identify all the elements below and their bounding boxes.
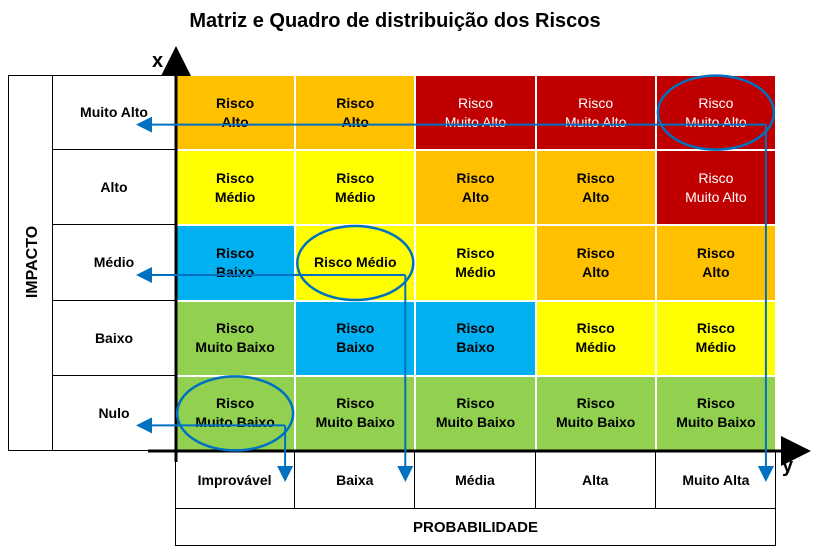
risk-cell-line2: Médio [455,263,496,280]
risk-cell-line2: Muito Baixo [435,414,516,431]
risk-cell-line2: Alto [461,188,490,205]
risk-cell: Risco Médio [295,150,416,226]
risk-cell: Risco Muito Baixo [175,300,296,376]
risk-cell-line1: Risco [696,244,735,261]
risk-cell: Risco Alto [655,225,776,301]
risk-cell: Risco Baixo [175,225,296,301]
risk-cell-line2: Muito Baixo [195,339,275,356]
risk-cell: Risco Médio [175,150,296,226]
risk-cell-line2: Médio [575,339,616,356]
risk-cell: Risco Muito Baixo [415,375,536,451]
risk-cell-line2: Baixo [336,339,375,356]
risk-cell-line1: Risco [336,320,375,337]
risk-cell-line1: Risco [216,169,255,186]
risk-cell: Risco Muito Baixo [175,375,296,451]
risk-cell-line2: Alto [582,188,610,205]
risk-cell-line1: Risco [456,395,495,412]
risk-cell-line1: Risco [336,94,375,111]
risk-cell-line2: Médio [335,188,376,205]
risk-cell: Risco Alto [535,225,656,301]
probability-column-label: Média [415,451,536,509]
impact-row-label: Nulo [52,375,175,451]
risk-cell: Risco Médio [415,225,536,301]
risk-cell-line1: Risco [456,244,495,261]
risk-cell-line1: Risco [698,94,734,111]
risk-cell-line1: Risco [456,320,495,337]
risk-cell-line1: Risco [576,395,615,412]
page-title: Matriz e Quadro de distribuição dos Risc… [189,10,601,32]
risk-cell: Risco Alto [535,150,656,226]
risk-cell-line1: Risco [576,244,615,261]
impact-row-label: Baixo [52,300,175,376]
risk-cell: Risco Alto [295,75,416,151]
risk-cell-line1: Risco [216,244,255,261]
risk-cell: Risco Muito Baixo [655,375,776,451]
risk-cell: Risco Muito Alto [535,75,656,151]
risk-cell-line2: Alto [582,263,610,280]
risk-cell: Risco Baixo [415,300,536,376]
highlight-ellipse [656,74,776,151]
risk-cell-line1: Risco [456,169,495,186]
risk-cell: Risco Médio [295,225,416,301]
risk-cell-line2: Médio [695,339,737,356]
risk-cell-line2: Muito Baixo [556,414,636,431]
highlight-ellipse [296,224,415,302]
risk-cell-line2: Muito Alto [685,188,747,205]
risk-cell: Risco Médio [535,300,656,376]
risk-cell-line1: Risco [696,395,735,412]
risk-cell: Risco Muito Baixo [295,375,416,451]
probability-column-label: Baixa [295,451,416,509]
probability-axis-title: PROBABILIDADE [412,518,538,536]
probability-title-box [175,508,776,546]
risk-cell-line1: Risco [216,94,255,111]
risk-cell: Risco Médio [655,300,776,376]
risk-cell-line2: Alto [702,263,730,280]
probability-column-label: Muito Alta [682,472,750,488]
risk-cell-line1: Risco [457,94,493,111]
risk-cell-line1: Risco [336,169,375,186]
risk-cell-line1: Risco [698,169,734,186]
risk-cell-line1: Risco [576,169,615,186]
impact-row-label: Muito Alto [52,75,175,151]
risk-cell-line1: Risco [216,395,255,412]
probability-column-label: Improvável [175,451,296,509]
risk-cell-line1: Risco [578,94,614,111]
impact-row-label: Alto [52,150,175,226]
probability-column-label: Alta [536,451,656,509]
risk-cell-line1: Risco [576,320,615,337]
x-axis-letter: x [152,50,164,72]
risk-cell: Risco Muito Baixo [535,375,656,451]
risk-cell-line2: Baixo [456,339,495,356]
impact-row-label: Médio [52,225,175,301]
risk-cell-line2: Muito Baixo [315,414,395,431]
highlight-ellipse [175,375,295,452]
risk-cell-line2: Muito Baixo [676,414,756,431]
y-axis-letter: y [782,455,794,477]
risk-cell-line1: Risco Médio [314,254,397,271]
risk-cell-line1: Risco [696,320,735,337]
risk-cell: Risco Alto [415,150,536,226]
risk-cell-line1: Risco [216,320,255,337]
risk-cell: Risco Muito Alto [655,75,776,151]
risk-cell-line1: Risco [336,395,375,412]
risk-cell-line2: Médio [214,188,256,205]
